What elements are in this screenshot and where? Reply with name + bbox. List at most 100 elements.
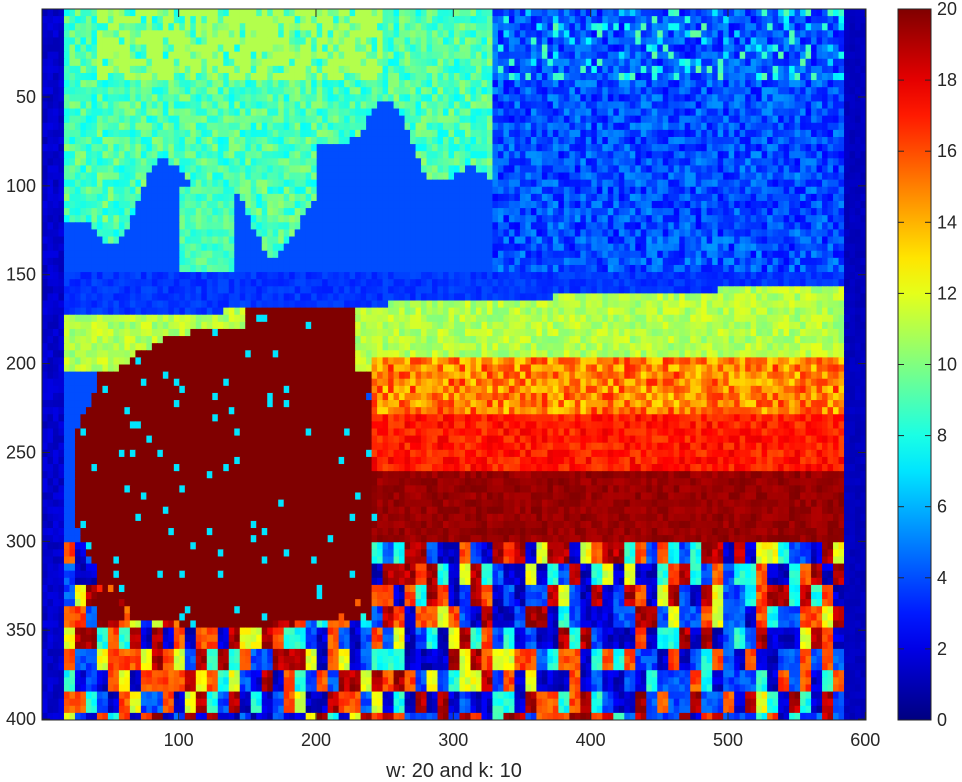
heatmap-cell [591, 193, 598, 202]
heatmap-cell [811, 87, 818, 95]
heatmap-cell [234, 37, 241, 46]
heatmap-cell [558, 94, 565, 103]
heatmap-cell [772, 87, 779, 95]
heatmap-cell [146, 236, 153, 245]
heatmap-cell [651, 80, 658, 88]
heatmap-cell [695, 80, 702, 88]
heatmap-cell [536, 23, 543, 31]
heatmap-cell [426, 229, 433, 238]
heatmap-cell [613, 158, 620, 167]
heatmap-cell [184, 9, 191, 17]
heatmap-cell [723, 23, 730, 31]
heatmap-cell [789, 87, 796, 95]
heatmap-cell [822, 108, 829, 117]
heatmap-cell [113, 108, 120, 117]
heatmap-cell [739, 144, 746, 152]
heatmap-cell [585, 151, 592, 159]
heatmap-cell [85, 208, 93, 216]
heatmap-cell [503, 108, 510, 117]
heatmap-cell [470, 23, 477, 31]
heatmap-cell [503, 80, 510, 88]
heatmap-cell [294, 108, 301, 117]
heatmap-cell [426, 172, 433, 181]
heatmap-cell [162, 23, 169, 31]
heatmap-cell [278, 80, 285, 88]
heatmap-cell [278, 172, 285, 181]
heatmap-cell [360, 115, 367, 124]
heatmap-cell [646, 58, 653, 67]
heatmap-cell [327, 158, 334, 167]
heatmap-cell [607, 65, 614, 74]
heatmap-cell [475, 80, 483, 88]
heatmap-cell [794, 101, 801, 110]
heatmap-cell [778, 222, 785, 231]
heatmap-cell [679, 200, 686, 209]
heatmap-cell [201, 215, 208, 223]
heatmap-cell [745, 158, 752, 167]
heatmap-cell [618, 193, 625, 202]
heatmap-cell [146, 243, 153, 252]
heatmap-cell [228, 108, 235, 117]
heatmap-cell [421, 108, 428, 117]
heatmap-cell [668, 215, 675, 223]
heatmap-cell [322, 122, 329, 131]
heatmap-cell [344, 151, 351, 159]
heatmap-cell [525, 222, 532, 231]
heatmap-cell [206, 144, 213, 152]
heatmap-cell [190, 200, 197, 209]
heatmap-cell [772, 30, 779, 39]
heatmap-cell [767, 172, 774, 181]
heatmap-cell [190, 16, 197, 24]
heatmap-cell [596, 179, 603, 188]
heatmap-cell [366, 44, 373, 53]
heatmap-cell [278, 186, 285, 195]
heatmap-cell [113, 165, 120, 174]
heatmap-cell [261, 236, 268, 245]
heatmap-cell [701, 222, 708, 231]
heatmap-cell [712, 44, 719, 53]
heatmap-cell [855, 37, 862, 46]
heatmap-cell [173, 208, 180, 216]
heatmap-cell [223, 101, 230, 110]
heatmap-cell [173, 58, 180, 67]
heatmap-cell [349, 186, 356, 195]
heatmap-cell [519, 87, 527, 95]
heatmap-cell [355, 115, 362, 124]
heatmap-cell [162, 72, 169, 81]
heatmap-cell [706, 72, 713, 81]
heatmap-cell [563, 9, 570, 17]
heatmap-cell [190, 158, 197, 167]
heatmap-cell [723, 30, 730, 39]
heatmap-cell [443, 101, 450, 110]
heatmap-cell [206, 65, 213, 74]
heatmap-cell [519, 158, 527, 167]
heatmap-cell [437, 30, 444, 39]
heatmap-cell [756, 158, 763, 167]
heatmap-cell [673, 87, 680, 95]
heatmap-cell [85, 65, 93, 74]
heatmap-cell [118, 23, 125, 31]
heatmap-cell [96, 243, 104, 252]
heatmap-cell [437, 151, 444, 159]
heatmap-cell [437, 9, 444, 17]
heatmap-cell [833, 158, 840, 167]
heatmap-cell [113, 115, 120, 124]
heatmap-cell [316, 151, 323, 159]
heatmap-cell [338, 179, 345, 188]
heatmap-cell [657, 94, 664, 103]
heatmap-cell [838, 179, 845, 188]
heatmap-cell [629, 229, 636, 238]
heatmap-cell [294, 101, 301, 110]
heatmap-cell [585, 9, 592, 17]
heatmap-cell [778, 101, 785, 110]
heatmap-cell [525, 115, 532, 124]
heatmap-cell [316, 200, 323, 209]
heatmap-cell [289, 179, 296, 188]
heatmap-cell [415, 186, 422, 195]
heatmap-cell [811, 222, 818, 231]
heatmap-cell [195, 115, 202, 124]
heatmap-cell [602, 58, 609, 67]
heatmap-cell [662, 115, 669, 124]
heatmap-cell [816, 80, 823, 88]
heatmap-cell [426, 136, 433, 145]
